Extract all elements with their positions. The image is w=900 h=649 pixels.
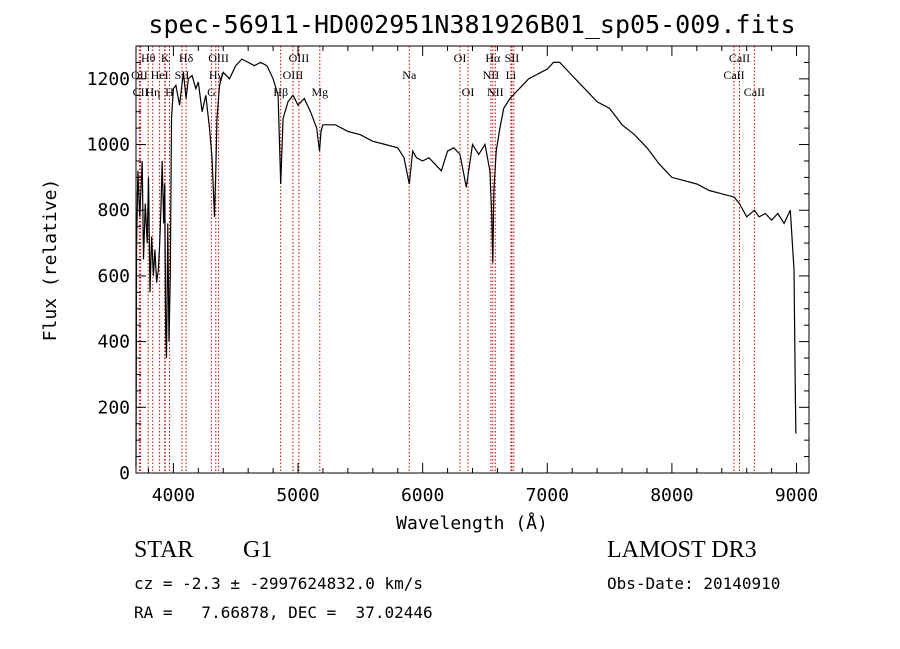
line-marker-label: OIII	[208, 51, 229, 65]
line-marker-label: Hγ	[209, 68, 224, 82]
plot-frame	[135, 45, 810, 474]
line-marker-label: SII	[175, 68, 190, 82]
y-tick-label: 800	[97, 200, 130, 221]
line-marker-label: G	[207, 85, 216, 99]
object-class: STAR	[134, 537, 194, 563]
y-axis-ticks: 0 200 400 600 800 1000 1200	[87, 45, 809, 484]
line-marker-label: OIII	[289, 51, 310, 65]
line-marker-label: Mg	[311, 85, 328, 99]
x-tick-label: 5000	[276, 485, 319, 506]
line-marker-label: OIII	[283, 68, 304, 82]
x-tick-label: 4000	[152, 485, 195, 506]
line-markers	[138, 46, 755, 473]
y-tick-label: 0	[119, 463, 130, 484]
line-marker-label: HeI	[151, 68, 169, 82]
y-tick-label: 1200	[87, 69, 130, 90]
y-axis-label: Flux (relative)	[40, 179, 61, 342]
x-axis-label: Wavelength (Å)	[396, 512, 548, 534]
x-tick-label: 6000	[401, 485, 444, 506]
x-tick-label: 8000	[650, 485, 693, 506]
line-marker-label: OI	[462, 85, 475, 99]
line-marker-label: H	[165, 85, 174, 99]
redshift-velocity: cz = -2.3 ± -2997624832.0 km/s	[134, 574, 423, 593]
x-tick-label: 9000	[775, 485, 818, 506]
line-marker-label: SII	[505, 51, 520, 65]
ra-dec-coordinates: RA = 7.66878, DEC = 37.02446	[134, 603, 433, 622]
x-axis-ticks: 4000 5000 6000 7000 8000 9000	[147, 46, 818, 506]
chart-title: spec-56911-HD002951N381926B01_sp05-009.f…	[148, 10, 795, 39]
line-marker-label: Hβ	[273, 85, 288, 99]
line-marker-label: Hη	[145, 85, 160, 99]
line-marker-label: Na	[402, 68, 417, 82]
y-tick-label: 1000	[87, 135, 130, 156]
object-subclass: G1	[243, 537, 273, 563]
line-marker-label: NII	[487, 85, 504, 99]
y-tick-label: 600	[97, 266, 130, 287]
line-marker-label: NII	[483, 68, 500, 82]
y-tick-label: 400	[97, 332, 130, 353]
line-marker-label: Hδ	[179, 51, 194, 65]
survey-name: LAMOST DR3	[607, 537, 757, 563]
line-marker-label: CaII	[729, 51, 750, 65]
line-marker-label: OI	[454, 51, 467, 65]
line-marker-label: OII	[131, 68, 148, 82]
line-marker-label: Hθ	[141, 51, 156, 65]
line-marker-label: Li	[506, 68, 517, 82]
y-tick-label: 200	[97, 397, 130, 418]
line-marker-label: CaII	[723, 68, 744, 82]
line-marker-label: CaII	[744, 85, 765, 99]
x-tick-label: 7000	[526, 485, 569, 506]
line-marker-label: K	[161, 51, 170, 65]
line-marker-label: Hα	[485, 51, 501, 65]
spectrum-line	[135, 58, 797, 467]
observation-date: Obs-Date: 20140910	[607, 574, 781, 593]
